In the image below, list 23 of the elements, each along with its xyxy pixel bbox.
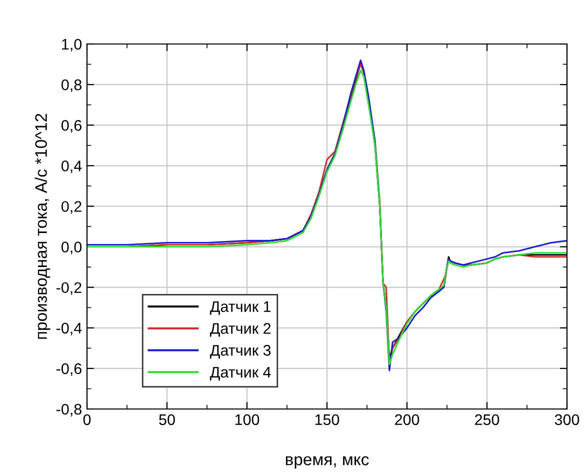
y-tick-label: 0,6 xyxy=(62,120,82,133)
y-tick-label: 0,2 xyxy=(62,201,82,214)
y-tick-label: -0,8 xyxy=(56,404,82,416)
y-tick-label: -0,2 xyxy=(56,282,82,295)
y-tick-label: 0,8 xyxy=(62,79,82,92)
x-tick-label: 50 xyxy=(159,414,175,426)
x-tick-label: 150 xyxy=(315,414,340,426)
x-tick-label: 300 xyxy=(554,414,580,426)
y-tick-label: 0,4 xyxy=(62,160,82,174)
y-tick-label: 0,0 xyxy=(62,242,82,254)
y-tick-label: -0,4 xyxy=(56,322,82,336)
legend-label: Датчик 1 xyxy=(210,301,271,315)
legend-label: Датчик 2 xyxy=(210,323,271,337)
legend-label: Датчик 4 xyxy=(210,366,271,381)
x-tick-label: 0 xyxy=(83,414,91,426)
x-tick-label: 250 xyxy=(475,414,500,426)
y-tick-label: -0,6 xyxy=(56,363,82,376)
legend-label: Датчик 3 xyxy=(210,344,271,359)
x-tick-label: 200 xyxy=(395,414,420,426)
x-axis-title: время, мкс xyxy=(286,456,369,469)
y-tick-label: 1,0 xyxy=(62,38,82,52)
x-tick-label: 100 xyxy=(235,414,260,426)
y-axis-title: производная тока, А/с *10^12 xyxy=(34,114,50,339)
